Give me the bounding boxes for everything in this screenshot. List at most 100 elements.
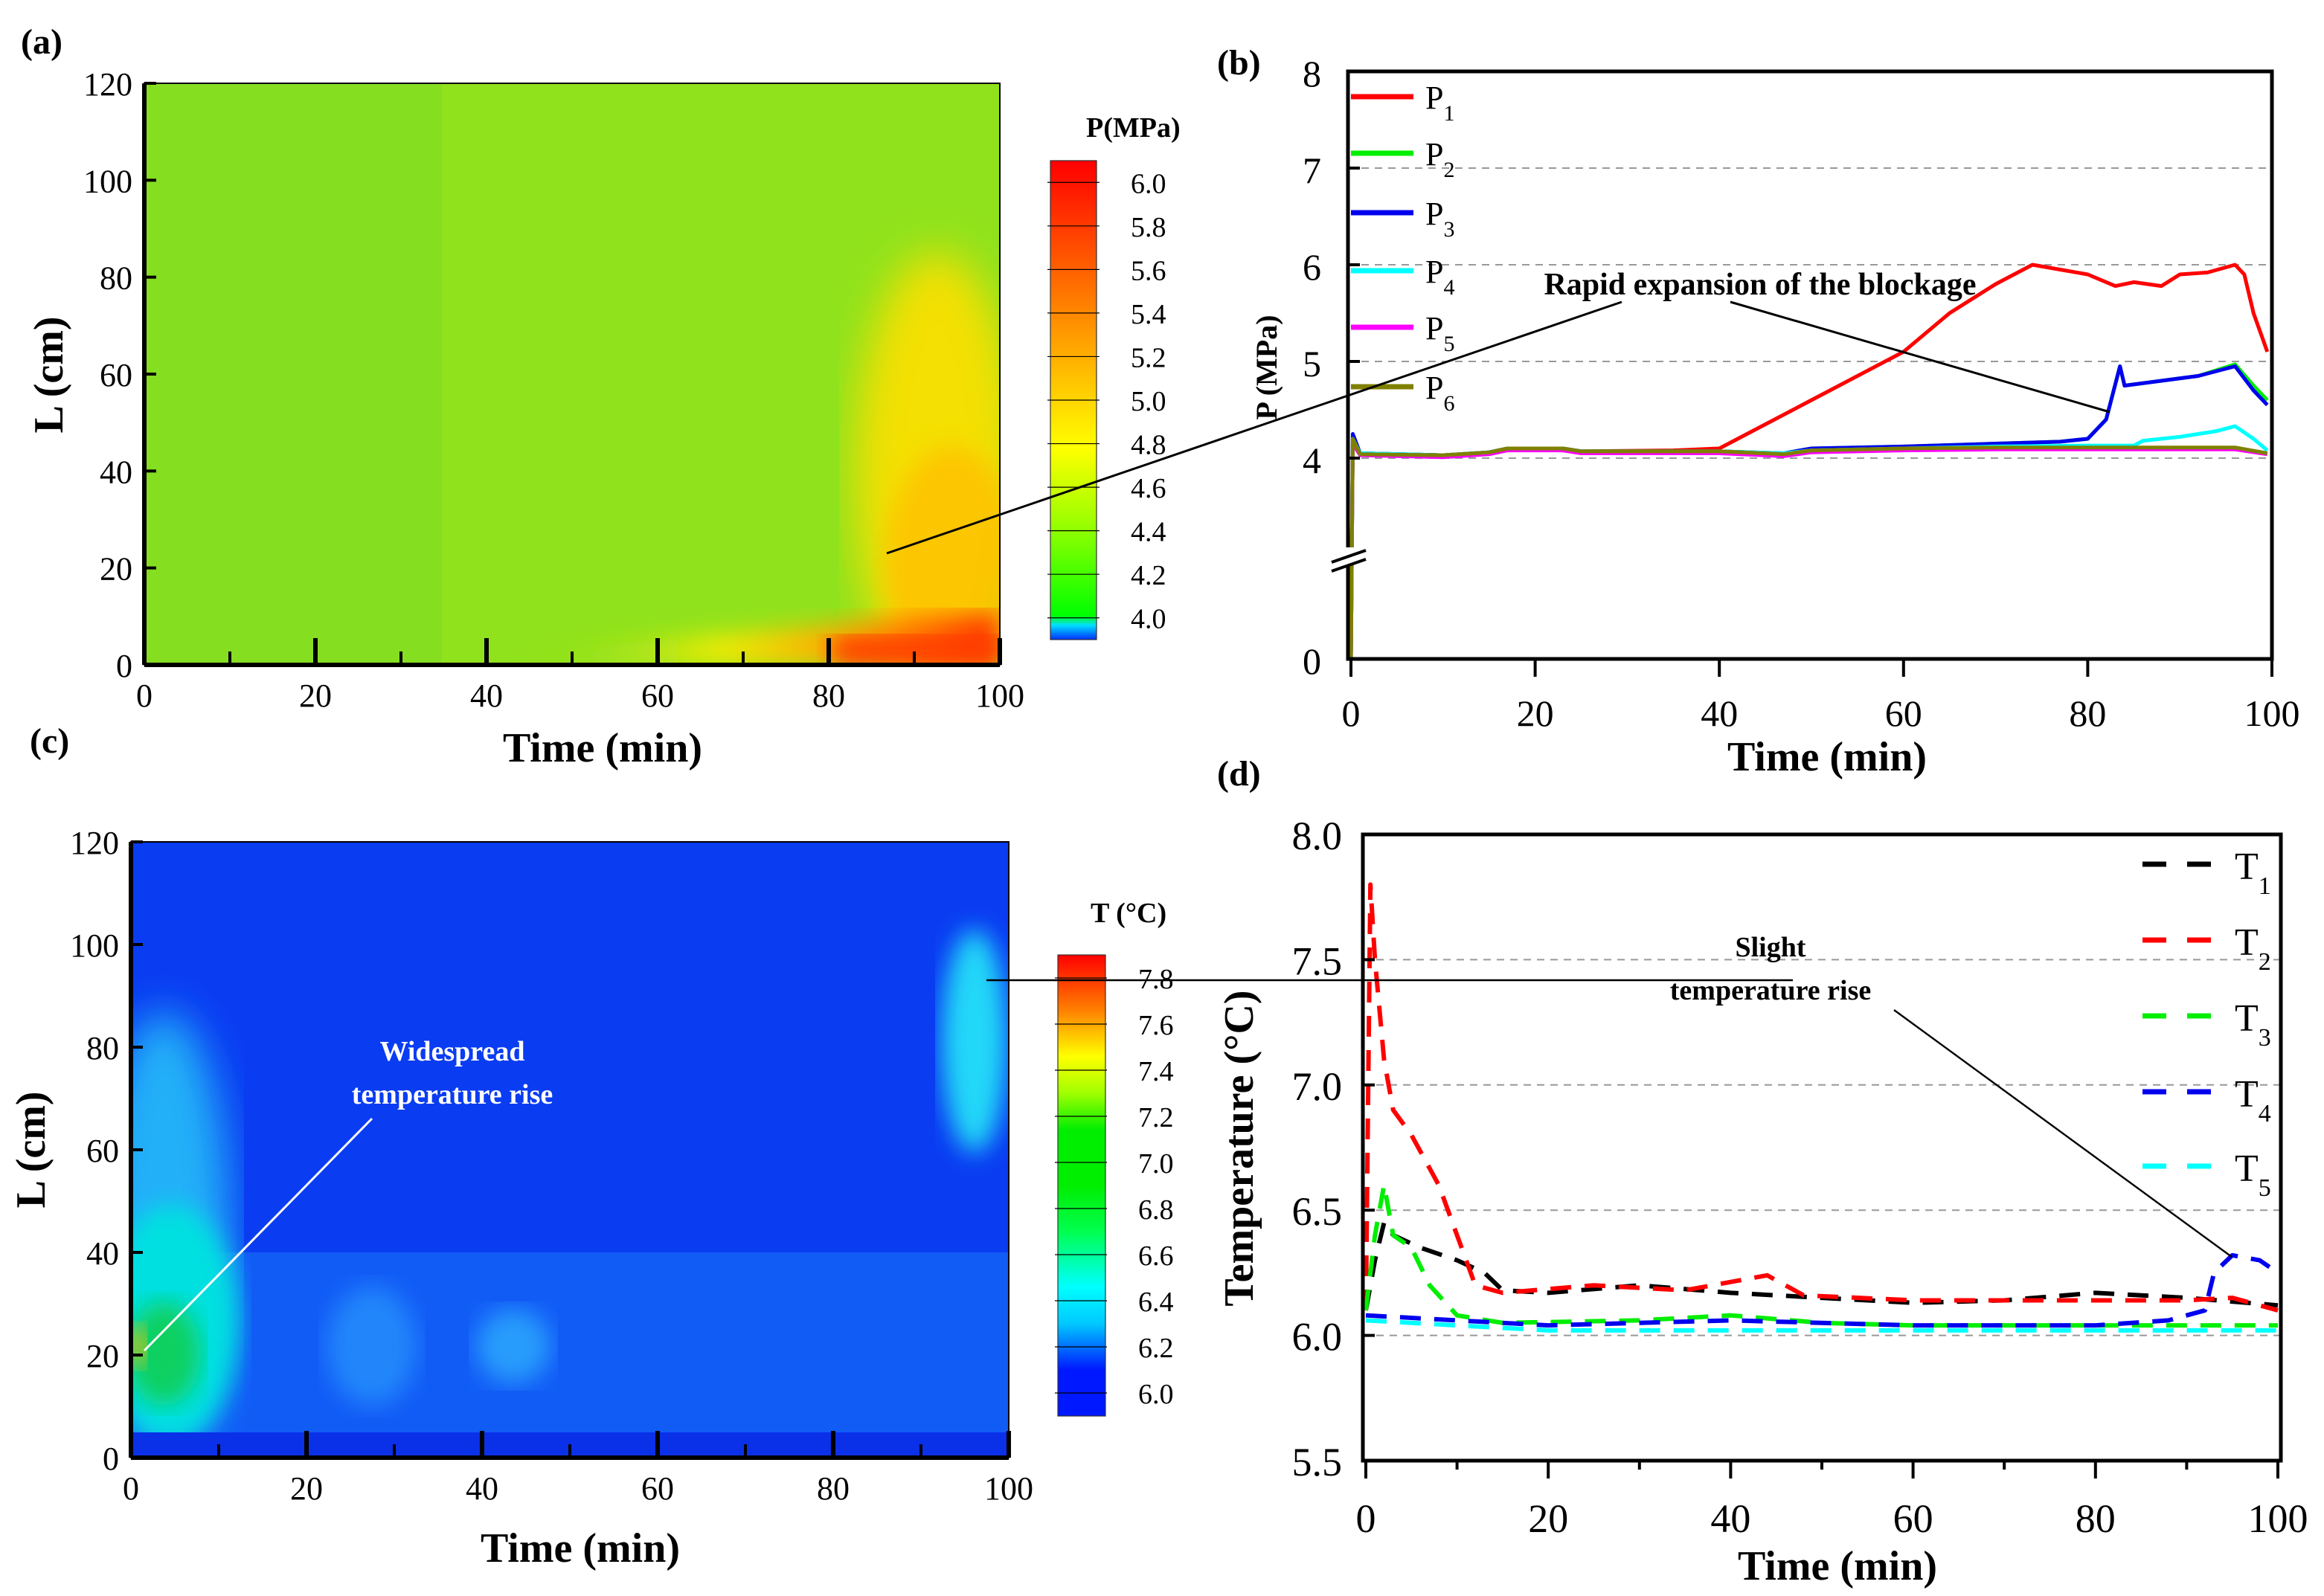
x-tick-label: 100 bbox=[984, 1470, 1033, 1507]
panel-label-d: (d) bbox=[1217, 754, 1261, 794]
colorbar-tick-label: 6.6 bbox=[1138, 1241, 1174, 1272]
y-tick-label: 40 bbox=[86, 1235, 119, 1272]
pressure-lines bbox=[1349, 263, 2270, 659]
y-tick-label: 7.0 bbox=[1292, 1064, 1343, 1109]
annotation-widespread-1: Widespread bbox=[380, 1036, 525, 1067]
series-line-P4 bbox=[1349, 424, 2269, 659]
legend-label-P5: P5 bbox=[1425, 310, 1454, 356]
colorbar-tick-label: 4.4 bbox=[1131, 517, 1166, 548]
series-line-P6 bbox=[1349, 437, 2268, 659]
y-tick-label: 80 bbox=[86, 1030, 119, 1066]
y-tick-label: 6.0 bbox=[1292, 1315, 1343, 1360]
y-tick-label: 7.5 bbox=[1292, 939, 1343, 983]
series-line-P2 bbox=[1349, 362, 2269, 659]
legend-label-P1: P1 bbox=[1425, 80, 1454, 126]
x-tick-label: 60 bbox=[1893, 1496, 1933, 1541]
x-tick-label: 80 bbox=[817, 1470, 850, 1507]
colorbar-tick-label: 6.8 bbox=[1138, 1194, 1174, 1226]
x-tick-label: 60 bbox=[1885, 692, 1922, 734]
y-tick-label: 8.0 bbox=[1292, 814, 1343, 858]
colorbar-tick-label: 4.8 bbox=[1131, 430, 1166, 461]
legend-label-P4: P4 bbox=[1425, 254, 1454, 300]
colorbar-tick-label: 4.6 bbox=[1131, 473, 1166, 504]
colorbar-tick-label: 7.4 bbox=[1138, 1056, 1174, 1087]
x-tick-label: 40 bbox=[1701, 692, 1738, 734]
legend-subscript: 3 bbox=[1443, 217, 1454, 242]
y-tick-label: 0 bbox=[103, 1441, 119, 1477]
y-tick-label: 100 bbox=[83, 163, 132, 199]
x-tick-label: 0 bbox=[1356, 1496, 1376, 1541]
x-tick-label: 100 bbox=[975, 678, 1024, 714]
colorbar-tick-label: 5.8 bbox=[1131, 212, 1166, 243]
annotation-slight-1: Slight bbox=[1735, 932, 1805, 963]
pressure-heatmap bbox=[144, 83, 1000, 665]
panel-label-c: (c) bbox=[30, 721, 69, 761]
y-tick-label: 80 bbox=[100, 260, 132, 297]
x-tick-label: 80 bbox=[2069, 692, 2106, 734]
axis-break-mark bbox=[1331, 549, 1367, 564]
legend-label-T1: T1 bbox=[2235, 846, 2271, 900]
legend-label-T5: T5 bbox=[2235, 1148, 2271, 1202]
colorbar-tick-label: 5.4 bbox=[1131, 299, 1166, 330]
panel-label-b: (b) bbox=[1217, 43, 1261, 83]
series-line-T3 bbox=[1364, 1182, 2278, 1328]
series-line-T4 bbox=[1365, 1252, 2279, 1328]
x-axis-title-b: Time (min) bbox=[1727, 734, 1927, 780]
y-tick-label: 60 bbox=[100, 357, 132, 393]
legend-label-T2: T2 bbox=[2235, 921, 2271, 976]
y-tick-label: 20 bbox=[100, 551, 132, 588]
annotation-leader-b bbox=[1730, 300, 2110, 414]
x-tick-label: 20 bbox=[299, 678, 332, 714]
y-axis-title-b: P (MPa) bbox=[1250, 315, 1283, 419]
y-tick-label: 40 bbox=[100, 454, 132, 490]
legend-label-T4: T4 bbox=[2235, 1073, 2271, 1127]
y-tick-label: 6.5 bbox=[1292, 1189, 1343, 1234]
x-tick-label: 40 bbox=[466, 1470, 498, 1507]
temperature-heatmap bbox=[131, 842, 1009, 1458]
colorbar-tick-label: 6.0 bbox=[1131, 168, 1166, 199]
x-tick-label: 20 bbox=[1517, 692, 1554, 734]
x-tick-label: 80 bbox=[2076, 1496, 2116, 1541]
grid-b bbox=[1348, 167, 2272, 459]
legend-label-P6: P6 bbox=[1425, 370, 1454, 416]
legend-subscript: 2 bbox=[2259, 948, 2271, 976]
annotation-leader-a-1 bbox=[886, 300, 1622, 555]
annotation-widespread-2: temperature rise bbox=[352, 1079, 553, 1110]
axes-a: 0 20 40 60 80 100 0 20 40 60 80 100 120 bbox=[83, 66, 1024, 714]
annotation-leader-c bbox=[143, 1117, 373, 1352]
annotation-blockage: Rapid expansion of the blockage bbox=[1544, 268, 1976, 302]
colorbar-ticks-c: 7.87.67.47.27.06.86.66.46.26.0 bbox=[1055, 964, 1174, 1410]
legend-subscript: 5 bbox=[2259, 1174, 2271, 1202]
y-tick-label: 60 bbox=[86, 1133, 119, 1169]
series-line-T2 bbox=[1364, 882, 2279, 1313]
y-tick-label: 4 bbox=[1303, 440, 1321, 481]
colorbar-tick-label: 4.0 bbox=[1131, 604, 1166, 635]
temperature-lines bbox=[1364, 882, 2279, 1333]
y-tick-label: 6 bbox=[1303, 246, 1321, 288]
x-tick-label: 20 bbox=[1528, 1496, 1568, 1541]
panel-c: (c) 0 20 40 60 80 100 0 20 40 60 80 100 120 Time (mi… bbox=[8, 721, 1174, 1571]
x-axis-title-c: Time (min) bbox=[481, 1525, 680, 1571]
colorbar-title-a: P(MPa) bbox=[1086, 112, 1181, 144]
x-tick-label: 0 bbox=[1342, 692, 1361, 734]
colorbar-tick-label: 5.6 bbox=[1131, 255, 1166, 286]
y-axis-title-d: Temperature (°C) bbox=[1216, 990, 1262, 1306]
x-axis-title-a: Time (min) bbox=[503, 725, 702, 771]
legend-label-P3: P3 bbox=[1425, 196, 1454, 242]
legend-subscript: 6 bbox=[1443, 391, 1454, 416]
y-tick-label: 20 bbox=[86, 1338, 119, 1374]
series-line-T5 bbox=[1365, 1318, 2278, 1333]
y-tick-label: 0 bbox=[116, 648, 132, 684]
legend-subscript: 1 bbox=[1443, 101, 1454, 126]
y-tick-label: 0 bbox=[1303, 640, 1321, 682]
series-line-T1 bbox=[1364, 1220, 2279, 1311]
colorbar-title-c: T (°C) bbox=[1091, 898, 1166, 929]
x-axis-title-d: Time (min) bbox=[1738, 1543, 1937, 1589]
legend-subscript: 4 bbox=[2259, 1100, 2271, 1127]
panel-a: (a) 0 20 40 60 80 100 0 20 40 60 80 100 120 Time (mi… bbox=[21, 22, 1181, 771]
colorbar-tick-label: 4.2 bbox=[1131, 560, 1166, 591]
annotation-leader-d bbox=[1893, 1009, 2232, 1258]
x-tick-label: 0 bbox=[123, 1470, 139, 1507]
